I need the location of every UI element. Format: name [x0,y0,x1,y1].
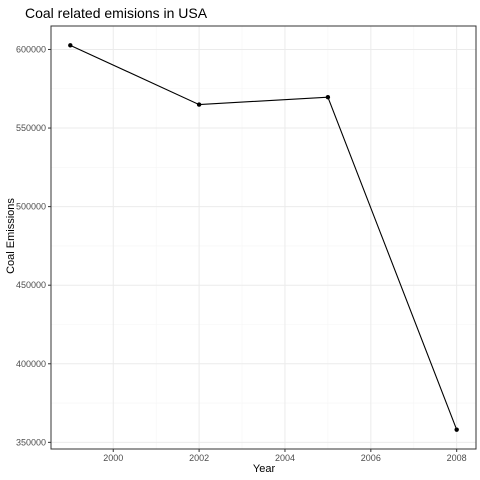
y-tick-label: 550000 [16,123,46,133]
data-point [197,102,201,106]
y-tick-label: 500000 [16,202,46,212]
x-tick-label: 2004 [275,453,295,463]
minor-grid [51,26,476,449]
y-tick-label: 400000 [16,359,46,369]
data-point [68,43,72,47]
x-axis-title: Year [253,463,276,475]
series-layer [68,43,459,432]
y-axis-title: Coal Emissions [5,198,17,274]
y-axis: 350000 400000 450000 500000 550000 600000 [16,44,51,447]
panel-border [51,26,476,449]
data-point [454,427,458,431]
major-grid [51,26,476,449]
series-line [70,45,456,429]
chart-title: Coal related emisions in USA [25,5,208,21]
y-tick-label: 350000 [16,437,46,447]
x-tick-label: 2008 [447,453,467,463]
x-axis: 2000 2002 2004 2006 2008 [103,449,466,463]
x-tick-label: 2002 [189,453,209,463]
x-tick-label: 2000 [103,453,123,463]
x-tick-label: 2006 [361,453,381,463]
y-tick-label: 450000 [16,280,46,290]
data-point [326,95,330,99]
y-tick-label: 600000 [16,44,46,54]
